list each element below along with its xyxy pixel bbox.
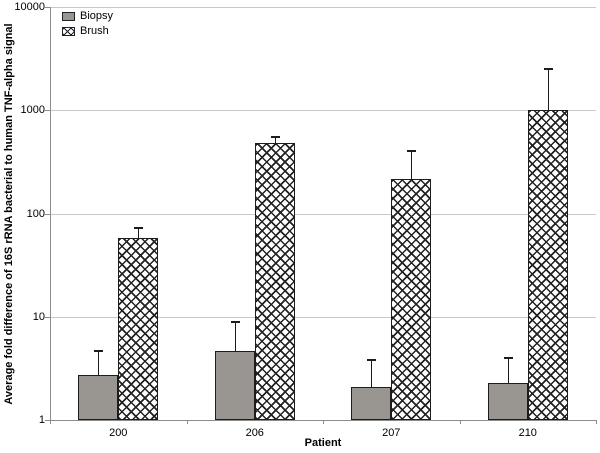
x-tick-label: 200 (109, 427, 128, 439)
x-tick-mark (50, 420, 51, 424)
y-tick-label: 100 (26, 208, 45, 220)
y-tick-mark (45, 110, 50, 111)
y-tick-mark (45, 7, 50, 8)
y-axis-line (50, 7, 51, 421)
brush-swatch-icon (62, 26, 75, 36)
error-bar-cap (367, 359, 377, 362)
x-tick-mark (323, 420, 324, 424)
x-tick-label: 206 (245, 427, 264, 439)
biopsy-swatch-icon (62, 11, 75, 21)
legend-label-brush: Brush (80, 25, 109, 37)
error-bar-line (138, 228, 140, 238)
x-tick-label: 210 (518, 427, 537, 439)
error-bar-line (98, 350, 100, 376)
x-tick-mark (596, 420, 597, 424)
error-bar-cap (270, 136, 280, 139)
y-tick-label: 10 (32, 311, 45, 323)
y-tick-mark (45, 214, 50, 215)
bar-biopsy-206 (214, 350, 255, 420)
gridline (50, 7, 596, 8)
error-bar-cap (407, 150, 417, 153)
error-bar-cap (543, 68, 553, 71)
plot-area (50, 7, 596, 420)
error-bar-cap (503, 356, 513, 359)
legend: Biopsy Brush (62, 9, 113, 39)
y-axis-title: Average fold difference of 16S rRNA bact… (3, 23, 15, 405)
error-bar-line (411, 151, 413, 180)
y-tick-label: 10000 (14, 1, 45, 13)
error-bar-line (371, 360, 373, 387)
bar-brush-206 (254, 143, 295, 420)
gridline (50, 214, 596, 215)
bar-biopsy-207 (351, 386, 392, 420)
error-bar-cap (134, 227, 144, 230)
error-bar-line (507, 357, 509, 383)
x-tick-mark (460, 420, 461, 424)
bar-biopsy-210 (487, 382, 528, 420)
y-tick-mark (45, 420, 50, 421)
error-bar-cap (94, 349, 104, 352)
x-tick-mark (187, 420, 188, 424)
bar-brush-200 (118, 237, 159, 420)
gridline (50, 110, 596, 111)
bar-brush-207 (391, 179, 432, 420)
y-tick-mark (45, 317, 50, 318)
legend-label-biopsy: Biopsy (80, 10, 114, 22)
bar-biopsy-200 (78, 375, 119, 420)
error-bar-line (274, 137, 276, 144)
gridline (50, 317, 596, 318)
x-tick-label: 207 (382, 427, 401, 439)
y-tick-label: 1000 (20, 104, 45, 116)
x-axis-title: Patient (304, 437, 342, 449)
error-bar-line (547, 69, 549, 111)
legend-item-brush: Brush (62, 24, 113, 38)
legend-item-biopsy: Biopsy (62, 9, 113, 23)
error-bar-cap (230, 321, 240, 324)
y-tick-label: 1 (38, 414, 45, 426)
error-bar-line (234, 322, 236, 351)
bar-brush-210 (527, 110, 568, 420)
